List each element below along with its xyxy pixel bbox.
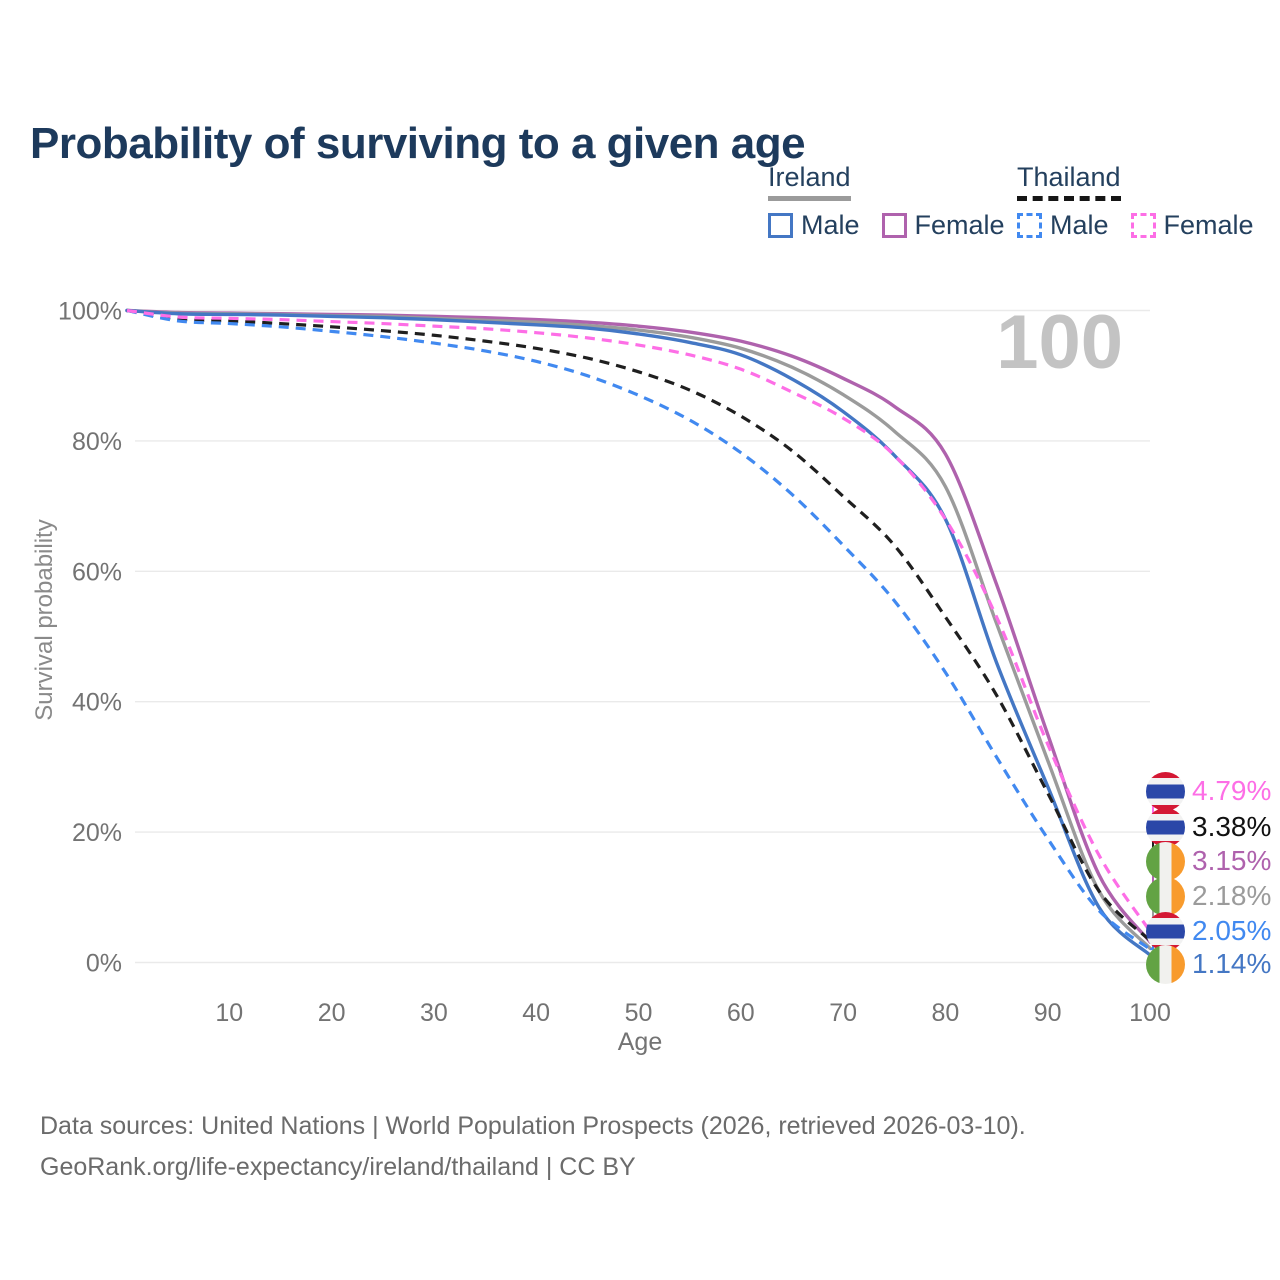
end-label-thailand-both: 3.38% [1146,807,1271,847]
y-tick-40: 40% [72,689,122,717]
end-value: 3.15% [1192,845,1272,876]
ireland-flag-icon [1146,876,1185,916]
x-tick-90: 90 [1034,999,1062,1027]
x-tick-50: 50 [625,999,653,1027]
x-axis-label: Age [618,1028,662,1056]
end-label-thailand-female: 4.79% [1146,771,1271,811]
end-label-ireland-both: 2.18% [1146,876,1271,916]
end-label-ireland-female: 3.15% [1146,841,1271,881]
ireland-flag-icon [1146,944,1185,984]
y-tick-20: 20% [72,819,122,847]
curve-ireland-male[interactable] [125,308,1152,957]
end-value: 2.05% [1192,915,1272,946]
ireland-flag-icon [1146,841,1185,881]
x-tick-80: 80 [931,999,959,1027]
curve-thailand-male[interactable] [126,308,1151,951]
end-value: 3.38% [1192,811,1272,842]
legend-country-thailand[interactable]: Thailand [1017,162,1121,201]
legend-country-ireland[interactable]: Ireland [768,162,851,201]
legend-item-ireland-female[interactable]: Female [914,210,1005,240]
y-tick-100: 100% [58,298,122,326]
legend-group-thailand: Thailand Male Female [1017,162,1268,241]
x-tick-30: 30 [420,999,448,1027]
page-title: Probability of surviving to a given age [30,119,806,169]
x-tick-60: 60 [727,999,755,1027]
x-tick-40: 40 [522,999,550,1027]
age-frame-watermark: 100 [996,300,1123,385]
ireland-male-line-swatch[interactable] [768,213,793,238]
y-tick-80: 80% [72,428,122,456]
end-value: 4.79% [1192,775,1272,806]
end-label-ireland-male: 1.14% [1146,944,1271,984]
x-tick-70: 70 [829,999,857,1027]
legend-item-ireland-male[interactable]: Male [801,210,860,240]
footer-line-1: Data sources: United Nations | World Pop… [40,1112,1026,1140]
footer-line-2: GeoRank.org/life-expectancy/ireland/thai… [40,1153,636,1181]
curve-ireland-both-sexes[interactable] [125,308,1152,950]
end-value: 1.14% [1192,948,1272,979]
thailand-female-line-swatch[interactable] [1130,213,1156,238]
x-tick-10: 10 [215,999,243,1027]
x-tick-20: 20 [318,999,346,1027]
y-axis-label: Survival probability [31,519,58,720]
thailand-flag-icon [1146,771,1185,811]
data-source-footer: Data sources: United Nations | World Pop… [40,1106,1026,1188]
y-tick-60: 60% [72,558,122,586]
end-value: 2.18% [1192,880,1272,911]
thailand-flag-icon [1146,807,1185,847]
curve-thailand-both-sexes[interactable] [126,308,1152,942]
x-tick-100: 100 [1129,999,1171,1027]
curve-thailand-female[interactable] [126,308,1152,933]
legend-item-thailand-male[interactable]: Male [1050,210,1109,240]
end-label-thailand-male: 2.05% [1146,911,1271,951]
y-tick-0: 0% [86,950,122,978]
legend-group-ireland: Ireland Male Female [768,162,1019,241]
thailand-male-line-swatch[interactable] [1017,213,1042,238]
ireland-female-line-swatch[interactable] [881,213,907,238]
legend-item-thailand-female[interactable]: Female [1163,210,1254,240]
thailand-flag-icon [1146,911,1185,951]
